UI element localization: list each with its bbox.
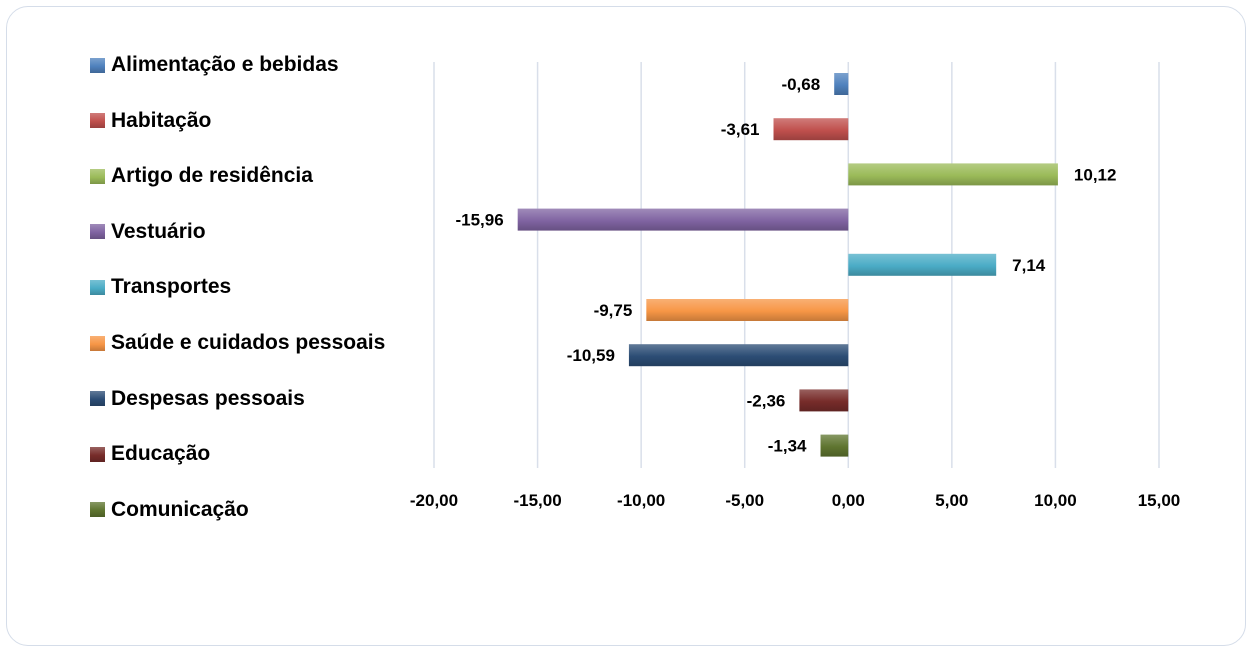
bar (820, 434, 849, 457)
bar-chart: -0,68 -3,61 10,12 -15,96 7,14 -9,75 -10,59 -2,3… (410, 62, 1180, 510)
legend-swatch (90, 224, 105, 240)
x-tick-label: 5,00 (935, 491, 968, 510)
x-axis-ticks: -20,00 -15,00 -10,00 -5,00 0,00 5,00 10,00 15,0… (410, 491, 1180, 510)
legend-swatch (90, 335, 105, 351)
legend-item: Saúde e cuidados pessoais (90, 328, 385, 358)
data-label: -10,59 (567, 346, 615, 365)
chart-frame (6, 6, 1246, 646)
bar (773, 118, 849, 141)
x-tick-label: -5,00 (725, 491, 764, 510)
legend-label: Artigo de residência (111, 164, 313, 188)
legend-label: Transportes (111, 275, 232, 299)
bar (834, 73, 849, 95)
legend-item: Despesas pessoais (90, 384, 305, 414)
legend-swatch (90, 446, 105, 462)
legend-item: Vestuário (90, 217, 206, 247)
legend-swatch (90, 502, 105, 518)
data-label: -0,68 (781, 75, 820, 94)
data-label: 10,12 (1074, 165, 1117, 184)
legend-label: Habitação (111, 108, 212, 132)
bar (848, 163, 1058, 186)
legend-item: Habitação (90, 106, 211, 136)
legend-item: Transportes (90, 272, 231, 302)
x-tick-label: -20,00 (410, 491, 458, 510)
x-tick-label: 10,00 (1034, 491, 1077, 510)
legend-label: Despesas pessoais (111, 386, 305, 410)
legend-label: Vestuário (111, 219, 206, 243)
legend-swatch (90, 57, 105, 73)
x-tick-label: 0,00 (832, 491, 865, 510)
bar (628, 344, 849, 367)
legend-swatch (90, 391, 105, 407)
legend-label: Alimentação e bebidas (111, 53, 339, 76)
legend-item: Artigo de residência (90, 161, 313, 191)
legend-swatch (90, 279, 105, 295)
legend-item: Educação (90, 439, 210, 469)
bar (646, 299, 849, 321)
legend-label: Comunicação (111, 497, 249, 521)
data-label: -2,36 (747, 391, 786, 410)
bar (517, 208, 849, 231)
data-label: -3,61 (721, 120, 760, 139)
bars (517, 73, 1058, 457)
legend-swatch (90, 168, 105, 184)
data-labels: -0,68 -3,61 10,12 -15,96 7,14 -9,75 -10,59 -2,3… (455, 75, 1116, 456)
data-label: -9,75 (594, 301, 633, 320)
legend-item: Alimentação e bebidas (90, 50, 339, 80)
legend-label: Saúde e cuidados pessoais (111, 331, 386, 354)
data-label: -15,96 (455, 211, 503, 230)
x-tick-label: -15,00 (513, 491, 561, 510)
x-tick-label: -10,00 (617, 491, 665, 510)
data-label: 7,14 (1012, 256, 1046, 275)
x-tick-label: 15,00 (1138, 491, 1181, 510)
data-label: -1,34 (768, 437, 807, 456)
bar (799, 389, 849, 412)
legend-swatch (90, 113, 105, 129)
bar (848, 253, 997, 276)
legend-label: Educação (111, 442, 211, 466)
legend-item: Comunicação (90, 495, 249, 525)
